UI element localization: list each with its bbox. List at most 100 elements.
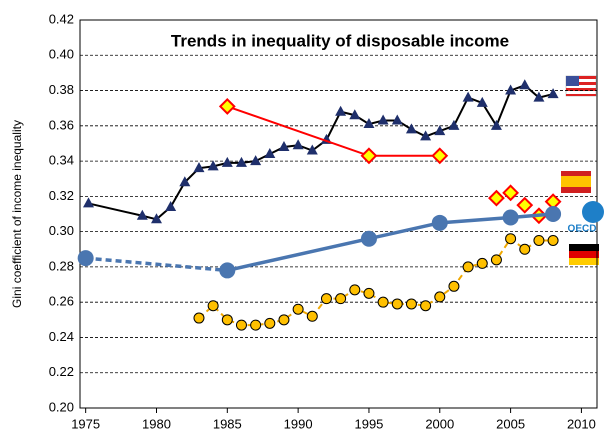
marker (306, 310, 318, 322)
marker (519, 243, 531, 255)
marker (377, 296, 389, 308)
marker (250, 155, 262, 166)
marker (502, 184, 520, 202)
y-axis-label: Gini coefficient of income inequality (10, 120, 24, 308)
oecd-logo-text: OECD (568, 224, 597, 235)
marker (490, 254, 502, 266)
marker (320, 293, 332, 305)
marker (77, 250, 94, 267)
marker (306, 144, 318, 155)
marker (219, 262, 236, 279)
chart-title: Trends in inequality of disposable incom… (171, 31, 509, 50)
marker (434, 125, 446, 136)
marker (405, 123, 417, 134)
marker (363, 287, 375, 299)
marker (533, 91, 545, 102)
marker (165, 200, 177, 211)
marker (221, 314, 233, 326)
series-line (198, 237, 554, 327)
marker (136, 209, 148, 220)
y-tick-label: 0.26 (49, 294, 74, 309)
marker (179, 176, 191, 187)
series-line (85, 256, 228, 273)
marker (349, 284, 361, 296)
marker (360, 230, 377, 247)
x-tick-label: 1985 (213, 416, 242, 431)
x-tick-label: 1975 (71, 416, 100, 431)
marker (292, 139, 304, 150)
flag-germany (569, 244, 599, 265)
marker (264, 317, 276, 329)
marker (488, 189, 505, 207)
y-tick-label: 0.42 (49, 11, 74, 26)
marker (335, 293, 347, 305)
marker (278, 314, 290, 326)
y-tick-label: 0.32 (49, 188, 74, 203)
series-line (226, 212, 554, 273)
marker (218, 98, 236, 115)
y-tick-label: 0.28 (49, 258, 74, 273)
marker (207, 160, 219, 171)
marker (82, 197, 94, 208)
marker (431, 214, 448, 231)
marker (516, 196, 534, 214)
marker (250, 319, 262, 331)
marker (207, 300, 219, 312)
marker (420, 130, 432, 141)
marker (391, 114, 403, 125)
marker (519, 79, 531, 90)
x-tick-label: 1990 (284, 416, 313, 431)
oecd-logo (582, 201, 604, 223)
marker (264, 148, 276, 159)
marker (490, 119, 502, 130)
y-tick-label: 0.30 (49, 223, 74, 238)
y-tick-label: 0.40 (49, 47, 74, 62)
y-tick-label: 0.38 (49, 82, 74, 97)
marker (533, 234, 545, 246)
flag-us (565, 75, 597, 97)
marker (150, 213, 162, 224)
marker (462, 91, 474, 102)
marker (349, 109, 361, 120)
marker (193, 162, 205, 173)
marker (448, 280, 460, 292)
marker (462, 261, 474, 273)
marker (434, 291, 446, 303)
marker (545, 206, 562, 222)
marker (278, 140, 290, 151)
marker (448, 119, 460, 130)
marker (193, 312, 205, 324)
marker (505, 233, 517, 245)
marker (377, 114, 389, 125)
y-tick-label: 0.34 (49, 153, 74, 168)
marker (420, 300, 432, 312)
marker (360, 147, 378, 165)
marker (431, 147, 449, 165)
marker (502, 209, 519, 226)
marker (363, 118, 375, 129)
x-tick-label: 2005 (496, 416, 525, 431)
x-tick-label: 2000 (425, 416, 454, 431)
marker (292, 303, 304, 315)
y-tick-label: 0.36 (49, 117, 74, 132)
marker (235, 156, 247, 167)
marker (221, 156, 233, 167)
y-tick-label: 0.20 (49, 399, 74, 414)
y-tick-label: 0.24 (49, 329, 74, 344)
marker (476, 257, 488, 269)
marker (505, 84, 517, 95)
flag-spain (561, 171, 591, 193)
y-tick-label: 0.22 (49, 364, 74, 379)
plot-frame (79, 19, 598, 409)
marker (547, 234, 559, 246)
x-tick-label: 2010 (567, 416, 596, 431)
marker (547, 88, 559, 99)
marker (335, 105, 347, 116)
x-tick-label: 1995 (354, 416, 383, 431)
marker (405, 298, 417, 310)
marker (235, 319, 247, 331)
marker (476, 96, 488, 107)
marker (391, 298, 403, 310)
